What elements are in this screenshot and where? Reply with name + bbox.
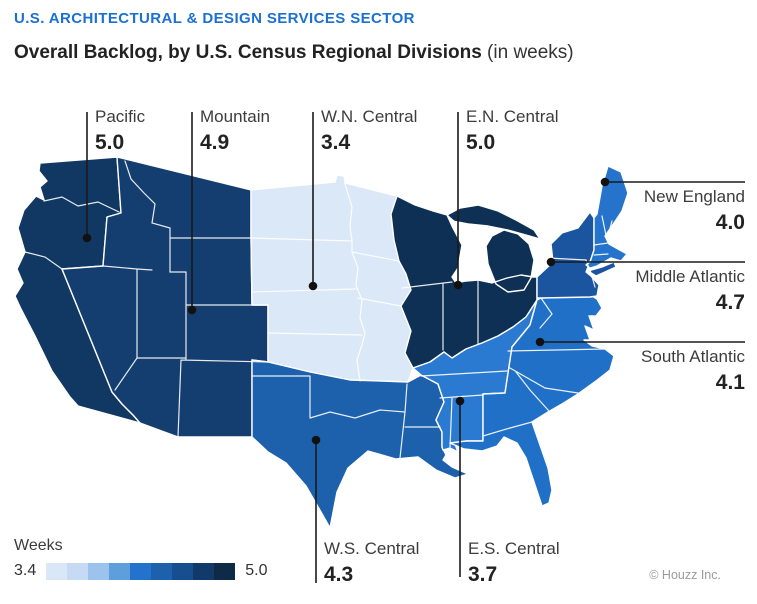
legend-color-scale — [46, 562, 236, 580]
legend-swatch — [214, 562, 236, 580]
callout-pacific: Pacific 5.0 — [95, 107, 145, 155]
legend-swatch — [172, 562, 194, 580]
callout-en-central: E.N. Central 5.0 — [466, 107, 559, 155]
region-label: Mountain — [200, 107, 270, 126]
region-value: 4.3 — [324, 562, 354, 586]
region-value: 5.0 — [466, 130, 496, 154]
callout-south-atlantic: South Atlantic 4.1 — [641, 347, 745, 395]
legend-swatch — [46, 562, 68, 580]
legend-swatch — [109, 562, 131, 580]
region-ws-central[interactable] — [251, 359, 469, 529]
region-label: E.S. Central — [468, 539, 560, 558]
page-title-main: Overall Backlog, by U.S. Census Regional… — [14, 42, 482, 63]
callout-ws-central: W.S. Central 4.3 — [324, 539, 419, 587]
region-en-central[interactable] — [390, 195, 541, 369]
leader-lines — [86, 112, 745, 583]
region-new-england[interactable] — [585, 165, 629, 269]
color-legend: Weeks 3.4 5.0 — [14, 537, 268, 580]
region-value: 4.7 — [715, 290, 745, 314]
state-borders — [24, 160, 613, 459]
region-value: 5.0 — [95, 130, 125, 154]
callout-es-central: E.S. Central 3.7 — [468, 539, 560, 587]
legend-swatch — [67, 562, 89, 580]
callout-middle-atlantic: Middle Atlantic 4.7 — [635, 267, 745, 315]
copyright-credit: © Houzz Inc. — [649, 568, 721, 582]
legend-swatch — [130, 562, 152, 580]
region-wn-central[interactable] — [250, 174, 414, 383]
region-label: South Atlantic — [641, 347, 745, 366]
callout-mountain: Mountain 4.9 — [200, 107, 270, 155]
region-label: W.S. Central — [324, 539, 420, 558]
legend-swatch — [151, 562, 173, 580]
region-label: E.N. Central — [466, 107, 559, 126]
legend-swatch — [193, 562, 215, 580]
region-value: 4.0 — [715, 210, 745, 234]
legend-swatch — [88, 562, 110, 580]
leader-dots — [82, 177, 610, 445]
region-label: New England — [643, 187, 745, 206]
legend-title: Weeks — [14, 537, 63, 554]
region-value: 4.1 — [715, 370, 745, 394]
callout-wn-central: W.N. Central 3.4 — [321, 107, 417, 155]
page-title-suffix: (in weeks) — [481, 42, 574, 63]
region-label: Pacific — [95, 107, 146, 126]
page-title: Overall Backlog, by U.S. Census Regional… — [14, 42, 574, 64]
page-eyebrow: U.S. ARCHITECTURAL & DESIGN SERVICES SEC… — [14, 10, 415, 27]
legend-max-value: 5.0 — [245, 562, 268, 579]
legend-min-value: 3.4 — [14, 562, 37, 579]
region-label: Middle Atlantic — [635, 267, 745, 286]
region-value: 3.4 — [321, 130, 351, 154]
region-value: 4.9 — [200, 130, 230, 154]
region-label: W.N. Central — [321, 107, 418, 126]
callout-new-england: New England 4.0 — [644, 187, 745, 235]
region-south-atlantic[interactable] — [449, 295, 615, 507]
region-value: 3.7 — [468, 562, 498, 586]
